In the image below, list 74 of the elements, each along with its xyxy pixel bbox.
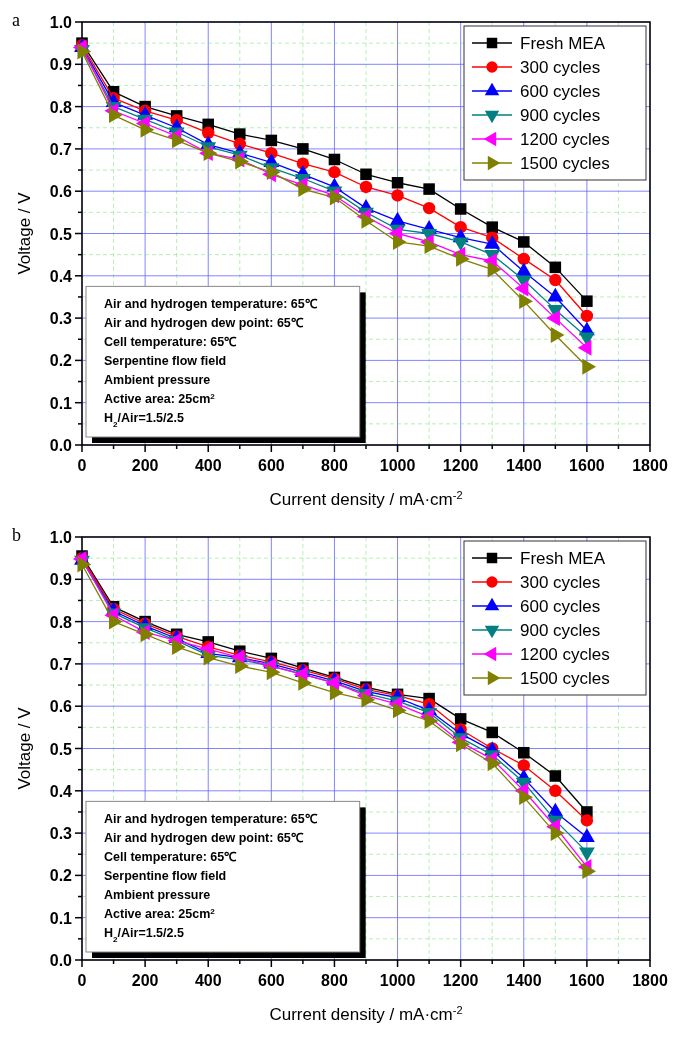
- y-tick-label: 0.9: [49, 571, 73, 589]
- legend-label: 1200 cycles: [520, 130, 610, 149]
- x-tick-label: 200: [131, 972, 159, 989]
- annotation: Air and hydrogen dew point: 65℃: [104, 831, 304, 846]
- x-axis-title: Current density / mA·cm$^{-2}$: [269, 489, 463, 509]
- legend-label: Fresh MEA: [520, 549, 606, 568]
- x-tick-label: 1800: [632, 972, 668, 989]
- legend-label: 900 cycles: [520, 621, 601, 640]
- annotation: Ambient pressure: [104, 888, 211, 903]
- y-tick-label: 1.0: [49, 14, 73, 31]
- x-tick-label: 800: [321, 972, 348, 989]
- annotation: Active area: 25cm$^{2}$: [104, 391, 216, 407]
- x-tick-label: 0: [77, 972, 87, 989]
- y-tick-label: 0.8: [49, 98, 73, 116]
- legend-label: 900 cycles: [520, 106, 601, 125]
- y-tick-label: 0.3: [49, 825, 73, 843]
- chart-title: a: [12, 10, 20, 30]
- y-tick-label: 0.4: [49, 782, 73, 800]
- annotation: Cell temperature: 65℃: [104, 335, 238, 350]
- x-axis-title: Current density / mA·cm$^{-2}$: [269, 1004, 463, 1024]
- x-tick-label: 600: [257, 972, 285, 989]
- annotation: Serpentine flow field: [104, 869, 227, 884]
- y-axis-title: Voltage / V: [15, 191, 34, 275]
- x-tick-label: 1000: [379, 972, 416, 989]
- x-tick-label: 800: [321, 457, 348, 474]
- legend-label: 1500 cycles: [520, 669, 610, 688]
- y-axis-title: Voltage / V: [15, 706, 34, 790]
- x-tick-label: 1000: [379, 457, 416, 474]
- legend-label: 300 cycles: [520, 573, 601, 592]
- annotation: Serpentine flow field: [104, 354, 227, 369]
- y-tick-label: 0.7: [49, 655, 73, 673]
- annotation: H$_{2}$/Air=1.5/2.5: [104, 926, 184, 944]
- y-tick-label: 0.3: [49, 310, 73, 328]
- legend-label: 300 cycles: [520, 58, 601, 77]
- y-tick-label: 0.9: [49, 56, 73, 74]
- y-tick-label: 0.1: [49, 909, 73, 927]
- y-tick-label: 0.1: [49, 394, 73, 412]
- legend-label: 1200 cycles: [520, 645, 610, 664]
- x-tick-label: 400: [194, 972, 222, 989]
- annotation: Ambient pressure: [104, 373, 211, 388]
- y-tick-label: 0.7: [49, 140, 73, 158]
- annotation: Air and hydrogen temperature: 65℃: [104, 812, 318, 827]
- x-tick-label: 200: [131, 457, 159, 474]
- y-tick-label: 0.0: [49, 437, 73, 454]
- x-tick-label: 1400: [505, 972, 542, 989]
- y-tick-label: 0.5: [49, 740, 73, 758]
- x-tick-label: 1400: [505, 457, 542, 474]
- y-tick-label: 1.0: [49, 529, 73, 546]
- annotation: Air and hydrogen dew point: 65℃: [104, 316, 304, 331]
- annotation: Cell temperature: 65℃: [104, 850, 238, 865]
- chart-title: b: [12, 525, 21, 545]
- annotation: H$_{2}$/Air=1.5/2.5: [104, 411, 184, 429]
- x-tick-label: 1200: [442, 972, 479, 989]
- y-tick-label: 0.0: [49, 952, 73, 969]
- y-tick-label: 0.2: [49, 352, 73, 370]
- annotation: Air and hydrogen temperature: 65℃: [104, 297, 318, 312]
- annotation: Active area: 25cm$^{2}$: [104, 906, 216, 922]
- x-tick-label: 0: [77, 457, 87, 474]
- legend-label: Fresh MEA: [520, 34, 606, 53]
- legend-label: 600 cycles: [520, 597, 601, 616]
- y-tick-label: 0.6: [49, 698, 73, 716]
- y-tick-label: 0.5: [49, 225, 73, 243]
- legend-label: 600 cycles: [520, 82, 601, 101]
- y-tick-label: 0.4: [49, 267, 73, 285]
- x-tick-label: 1600: [569, 972, 605, 989]
- x-tick-label: 1200: [442, 457, 479, 474]
- y-tick-label: 0.6: [49, 183, 73, 201]
- x-tick-label: 1600: [569, 457, 605, 474]
- y-tick-label: 0.8: [49, 613, 73, 631]
- y-tick-label: 0.2: [49, 867, 73, 885]
- legend-label: 1500 cycles: [520, 154, 610, 173]
- x-tick-label: 600: [257, 457, 285, 474]
- x-tick-label: 1800: [632, 457, 668, 474]
- x-tick-label: 400: [194, 457, 222, 474]
